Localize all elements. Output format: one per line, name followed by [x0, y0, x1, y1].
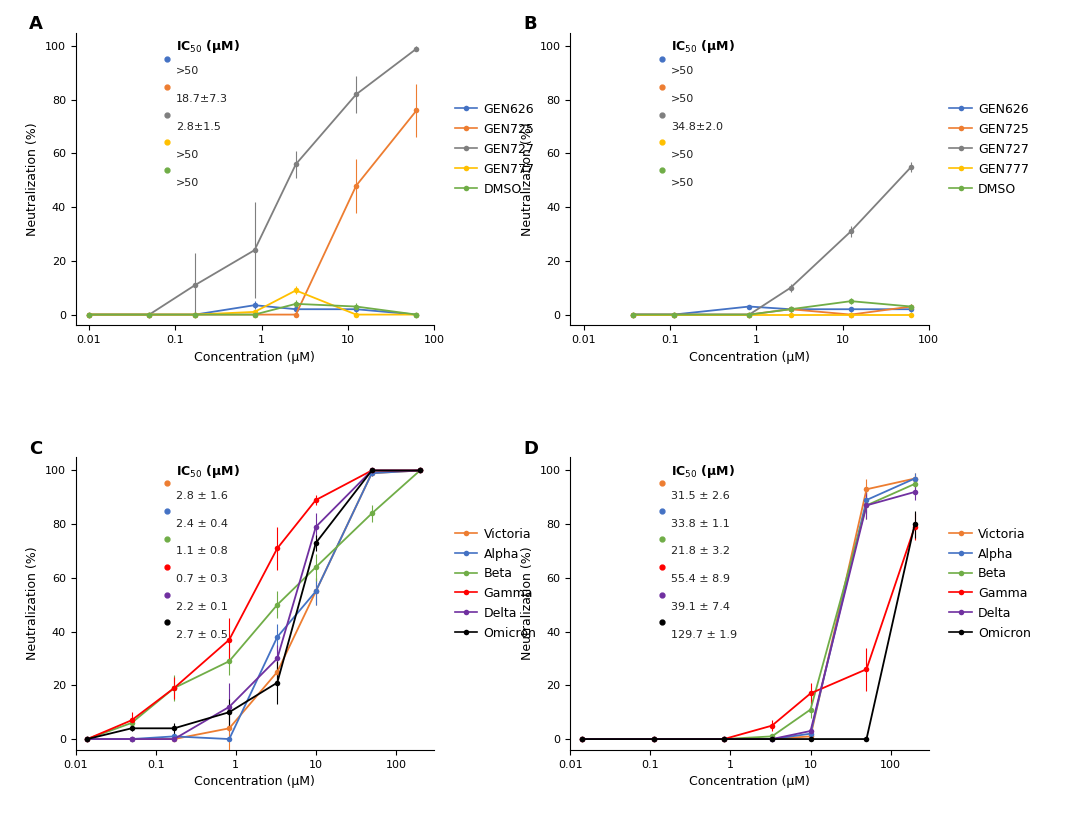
Legend: GEN626, GEN725, GEN727, GEN777, DMSO: GEN626, GEN725, GEN727, GEN777, DMSO	[949, 104, 1029, 196]
X-axis label: Concentration (μM): Concentration (μM)	[194, 350, 315, 363]
Text: >50: >50	[176, 66, 199, 77]
Text: 2.7 ± 0.5: 2.7 ± 0.5	[176, 630, 228, 640]
Y-axis label: Neutralization (%): Neutralization (%)	[26, 547, 39, 660]
Text: >50: >50	[671, 94, 694, 104]
Text: IC$_{50}$ (μM): IC$_{50}$ (μM)	[671, 38, 734, 55]
X-axis label: Concentration (μM): Concentration (μM)	[194, 775, 315, 788]
Text: 2.4 ± 0.4: 2.4 ± 0.4	[176, 518, 228, 529]
Legend: GEN626, GEN725, GEN727, GEN777, DMSO: GEN626, GEN725, GEN727, GEN777, DMSO	[455, 104, 535, 196]
Text: >50: >50	[176, 150, 199, 160]
Text: C: C	[29, 439, 42, 457]
Text: IC$_{50}$ (μM): IC$_{50}$ (μM)	[176, 463, 240, 480]
Text: 31.5 ± 2.6: 31.5 ± 2.6	[671, 491, 729, 500]
Text: 0.7 ± 0.3: 0.7 ± 0.3	[176, 574, 228, 584]
Text: >50: >50	[671, 150, 694, 160]
Text: >50: >50	[671, 66, 694, 77]
Text: 18.7±7.3: 18.7±7.3	[176, 94, 228, 104]
Text: B: B	[524, 15, 538, 33]
Text: 34.8±2.0: 34.8±2.0	[671, 122, 723, 132]
Text: 129.7 ± 1.9: 129.7 ± 1.9	[671, 630, 737, 640]
Text: 2.2 ± 0.1: 2.2 ± 0.1	[176, 602, 228, 612]
Legend: Victoria, Alpha, Beta, Gamma, Delta, Omicron: Victoria, Alpha, Beta, Gamma, Delta, Omi…	[455, 528, 537, 640]
Y-axis label: Neutralization (%): Neutralization (%)	[521, 547, 534, 660]
Text: 2.8 ± 1.6: 2.8 ± 1.6	[176, 491, 228, 500]
Y-axis label: Neutralization (%): Neutralization (%)	[521, 122, 534, 236]
X-axis label: Concentration (μM): Concentration (μM)	[689, 350, 810, 363]
Text: 55.4 ± 8.9: 55.4 ± 8.9	[671, 574, 730, 584]
X-axis label: Concentration (μM): Concentration (μM)	[689, 775, 810, 788]
Text: A: A	[29, 15, 43, 33]
Text: 2.8±1.5: 2.8±1.5	[176, 122, 220, 132]
Text: D: D	[524, 439, 539, 457]
Text: >50: >50	[176, 178, 199, 187]
Y-axis label: Neutralization (%): Neutralization (%)	[26, 122, 39, 236]
Text: 1.1 ± 0.8: 1.1 ± 0.8	[176, 546, 228, 557]
Text: 33.8 ± 1.1: 33.8 ± 1.1	[671, 518, 729, 529]
Text: IC$_{50}$ (μM): IC$_{50}$ (μM)	[671, 463, 734, 480]
Text: 21.8 ± 3.2: 21.8 ± 3.2	[671, 546, 730, 557]
Text: >50: >50	[671, 178, 694, 187]
Text: IC$_{50}$ (μM): IC$_{50}$ (μM)	[176, 38, 240, 55]
Legend: Victoria, Alpha, Beta, Gamma, Delta, Omicron: Victoria, Alpha, Beta, Gamma, Delta, Omi…	[949, 528, 1031, 640]
Text: 39.1 ± 7.4: 39.1 ± 7.4	[671, 602, 730, 612]
